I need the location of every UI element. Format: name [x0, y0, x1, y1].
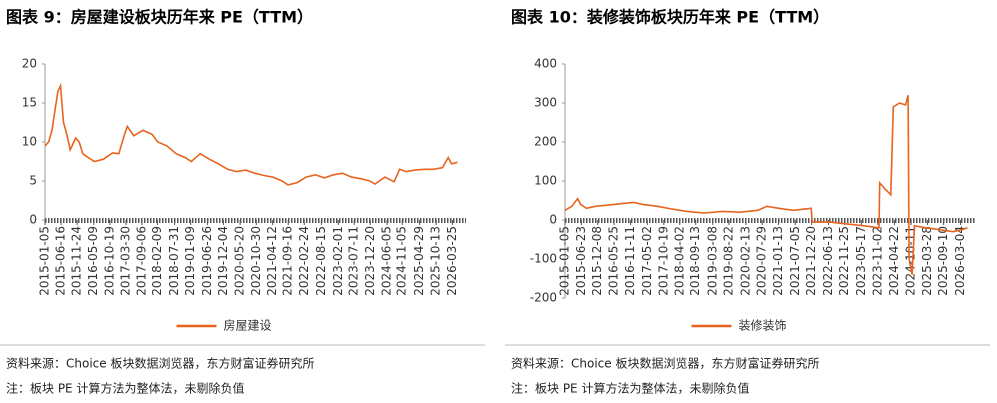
x-tick-label: 2023-02-01: [331, 226, 345, 296]
x-tick-label: 2020-10-30: [249, 226, 263, 296]
x-tick-label: 2026-03-04: [953, 226, 967, 296]
chart-title: 图表 10：装修装饰板块历年来 PE（TTM）: [511, 8, 829, 27]
x-tick-label: 2023-11-02: [870, 226, 884, 296]
y-tick-label: 0: [549, 213, 557, 227]
x-axis: [565, 218, 976, 223]
x-tick-label: 2026-03-25: [445, 226, 459, 296]
x-tick-label: 2015-01-05: [558, 226, 572, 296]
y-tick-label: 5: [29, 174, 37, 188]
x-tick-label: 2015-11-24: [70, 226, 84, 296]
x-tick-label: 2015-12-08: [590, 226, 604, 296]
y-tick-label: 300: [534, 96, 557, 110]
x-tick-label: 2019-01-09: [183, 226, 197, 296]
x-tick-label: 2022-02-24: [297, 226, 311, 296]
x-tick-label: 2016-05-09: [86, 226, 100, 296]
x-tick-label: 2017-10-19: [656, 226, 670, 296]
x-tick-label: 2017-03-30: [119, 226, 133, 296]
y-tick-label: 200: [534, 135, 557, 149]
x-tick-label: 2025-09-10: [936, 226, 950, 296]
x-tick-label: 2021-12-20: [804, 226, 818, 296]
x-tick-label: 2016-10-19: [102, 226, 116, 296]
chart-title: 图表 9：房屋建设板块历年来 PE（TTM）: [6, 8, 313, 27]
data-line: [564, 95, 968, 275]
x-tick-label: 2015-01-05: [38, 226, 52, 296]
x-tick-label: 2016-05-25: [607, 226, 621, 296]
x-tick-label: 2025-03-28: [920, 226, 934, 296]
x-tick-label: 2018-02-09: [150, 226, 164, 296]
legend-label: 装修装饰: [739, 318, 787, 333]
x-tick-label: 2015-06-16: [54, 226, 68, 296]
chart-panel: 图表 9：房屋建设板块历年来 PE（TTM） 0 5 10 15 20 2015-01-05…: [0, 8, 485, 396]
x-tick-label: 2025-10-13: [429, 226, 443, 296]
y-tick-label: 20: [22, 57, 37, 71]
x-tick-label: 2022-11-25: [837, 226, 851, 296]
chart-panel: 图表 10：装修装饰板块历年来 PE（TTM） -200 -100 0 100 200 30…: [505, 8, 990, 396]
x-tick-label: 2018-09-13: [688, 226, 702, 296]
y-tick-label: 10: [22, 135, 37, 149]
source-note: 资料来源：Choice 板块数据浏览器，东方财富证券研究所: [6, 356, 314, 371]
x-tick-label: 2022-06-13: [821, 226, 835, 296]
x-tick-label: 2020-02-13: [738, 226, 752, 296]
y-tick-label: -200: [530, 291, 557, 305]
y-tick-label: 400: [534, 57, 557, 71]
x-tick-label: 2021-04-12: [265, 226, 279, 296]
x-tick-label: 2018-04-02: [672, 226, 686, 296]
x-tick-label: 2017-05-02: [640, 226, 654, 296]
x-tick-label: 2024-10-11: [904, 226, 918, 296]
x-tick-label: 2025-04-29: [412, 226, 426, 296]
y-tick-label: 0: [29, 213, 37, 227]
y-tick-label: 100: [534, 174, 557, 188]
x-axis: [45, 218, 466, 223]
x-tick-label: 2024-11-05: [395, 226, 409, 296]
x-tick-label: 2024-06-05: [379, 226, 393, 296]
x-tick-label: 2021-07-05: [788, 226, 802, 296]
x-tick-label: 2023-07-11: [347, 226, 361, 296]
x-tick-label: 2018-07-31: [167, 226, 181, 296]
data-line: [44, 82, 458, 186]
x-tick-label: 2021-09-16: [281, 226, 295, 296]
x-tick-label: 2023-05-17: [854, 226, 868, 296]
y-tick-label: 15: [22, 96, 37, 110]
x-tick-label: 2023-12-20: [363, 226, 377, 296]
footnote: 注：板块 PE 计算方法为整体法，未剔除负值: [511, 381, 749, 396]
x-tick-label: 2019-03-08: [705, 226, 719, 296]
x-tick-label: 2015-06-23: [574, 226, 588, 296]
source-note: 资料来源：Choice 板块数据浏览器，东方财富证券研究所: [511, 356, 819, 371]
footnote: 注：板块 PE 计算方法为整体法，未剔除负值: [6, 381, 244, 396]
x-tick-label: 2022-08-15: [314, 226, 328, 296]
x-tick-label: 2021-01-13: [771, 226, 785, 296]
x-tick-label: 2020-05-20: [233, 226, 247, 296]
x-tick-label: 2017-09-06: [134, 226, 148, 296]
x-tick-label: 2016-11-11: [623, 226, 637, 296]
x-tick-label: 2024-04-22: [887, 226, 901, 296]
x-tick-label: 2019-12-04: [216, 226, 230, 296]
x-tick-label: 2020-07-29: [755, 226, 769, 296]
y-tick-label: -100: [530, 252, 557, 266]
legend-label: 房屋建设: [224, 318, 272, 333]
x-tick-label: 2019-06-26: [200, 226, 214, 296]
x-tick-label: 2019-08-22: [721, 226, 735, 296]
